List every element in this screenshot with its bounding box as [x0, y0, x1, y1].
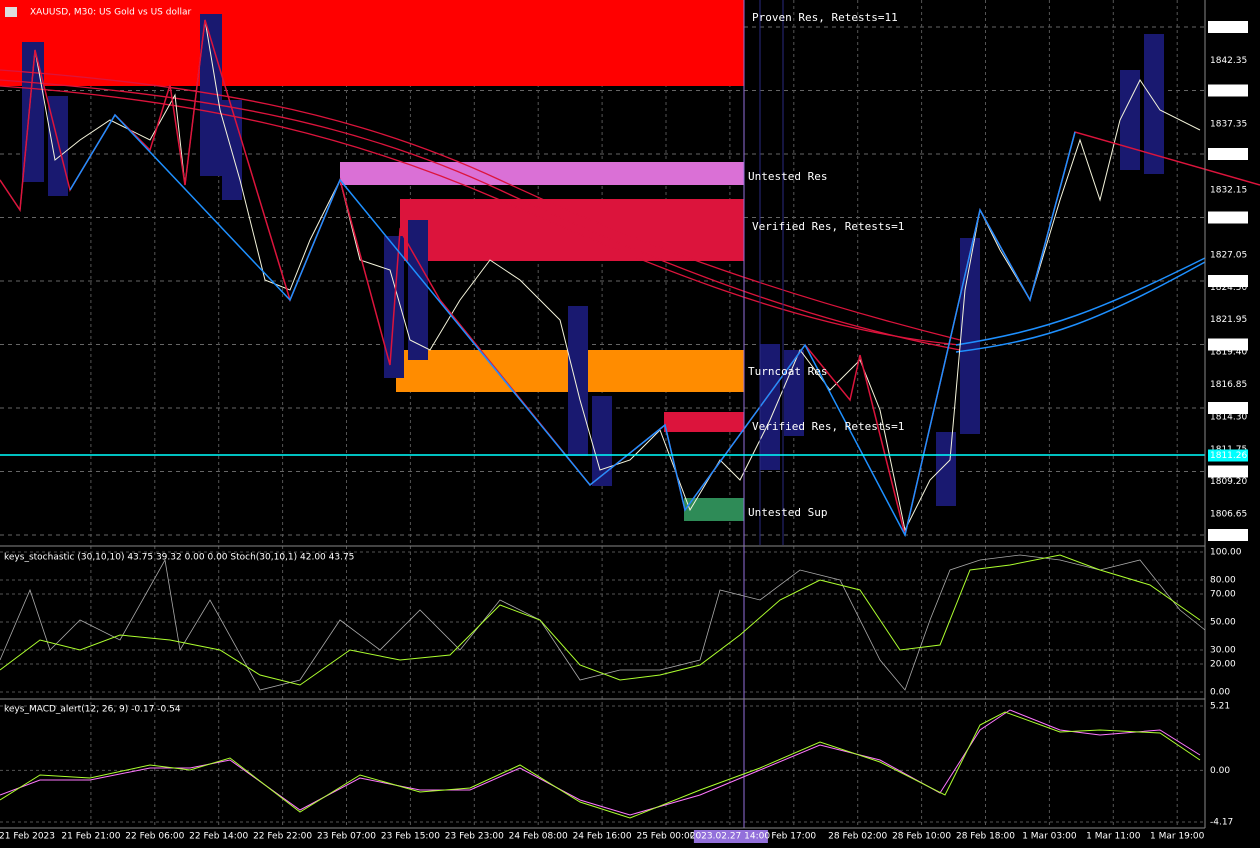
time-label: 28 Feb 10:00	[892, 832, 951, 842]
zone-verified-res	[400, 199, 744, 261]
time-label: 22 Feb 06:00	[125, 832, 184, 842]
zone-verified-res-2	[664, 412, 744, 432]
macd-main	[0, 711, 1201, 819]
zone-label: Untested Sup	[748, 506, 827, 519]
time-label: 25 Feb 00:00	[636, 832, 695, 842]
moving-averages	[0, 69, 961, 351]
time-label: 28 Feb 02:00	[828, 832, 887, 842]
price-label: 1806.65	[1210, 510, 1247, 520]
time-label: 23 Feb 15:00	[381, 832, 440, 842]
time-label: 2023.02.27 14:00	[690, 832, 771, 842]
time-label: 1 Mar 03:00	[1022, 832, 1077, 842]
price-label: 1835.00	[1210, 150, 1247, 160]
stoch-axis-label: 0.00	[1210, 688, 1230, 698]
price-label: 1832.15	[1210, 186, 1247, 196]
price-label: 1809.20	[1210, 477, 1247, 487]
stoch-signal	[0, 554, 1201, 686]
stoch-axis-label: 100.00	[1210, 548, 1242, 558]
zone-label: Verified Res, Retests=1	[752, 220, 904, 233]
time-label: Feb 17:00	[771, 832, 816, 842]
zone-label: Proven Res, Retests=11	[752, 11, 898, 24]
stoch-axis-label: 80.00	[1210, 576, 1236, 586]
macd-axis-label: 5.21	[1210, 702, 1230, 712]
macd-axis-label: 0.00	[1210, 766, 1230, 776]
stoch-axis-label: 20.00	[1210, 660, 1236, 670]
zone-untested-res	[340, 162, 744, 185]
zone-proven-res	[0, 0, 744, 86]
price-label: 1830.00	[1210, 213, 1247, 223]
price-label: 1816.85	[1210, 380, 1247, 390]
price-label-box	[1208, 402, 1248, 414]
price-label: 1819.40	[1210, 348, 1247, 358]
time-label: 21 Feb 2023	[0, 832, 55, 842]
moving-averages-up	[955, 257, 1206, 353]
window-title: XAUUSD, M30: US Gold vs US dollar	[30, 8, 191, 18]
price-label: 1815.00	[1210, 404, 1247, 414]
price-label: 1811.26	[1210, 451, 1247, 461]
stoch-axis-label: 30.00	[1210, 646, 1236, 656]
price-label: 1820.00	[1210, 340, 1247, 350]
zone-label: Untested Res	[748, 170, 827, 183]
price-label: 1814.30	[1210, 412, 1247, 422]
stoch-main	[0, 554, 1206, 691]
price-label: 1825.00	[1210, 277, 1247, 287]
price-label: 1827.05	[1210, 250, 1247, 260]
price-label-box	[1208, 465, 1248, 478]
price-label-box	[1208, 529, 1248, 541]
time-label: 21 Feb 21:00	[61, 832, 120, 842]
time-label: 24 Feb 08:00	[509, 832, 568, 842]
time-cursor-box	[693, 830, 768, 843]
price-label-box	[1208, 449, 1248, 462]
price-label: 1805.00	[1210, 531, 1247, 541]
price-label: 1821.95	[1210, 315, 1247, 325]
stoch-axis-label: 70.00	[1210, 590, 1236, 600]
indicator-label: keys_stochastic (30,10,10) 43.75 39.32 0…	[4, 553, 354, 563]
price-label-box	[1208, 211, 1248, 224]
price-label: 1837.35	[1210, 120, 1247, 130]
zone-untested-sup	[684, 498, 744, 521]
price-label-box	[1208, 21, 1248, 33]
zone-label: Verified Res, Retests=1	[752, 420, 904, 433]
zigzag-up	[69, 113, 1076, 538]
macd-signal	[0, 709, 1201, 816]
price-label: 1840.00	[1210, 86, 1247, 96]
time-label: 1 Mar 19:00	[1150, 832, 1205, 842]
price-label: 1842.35	[1210, 56, 1247, 66]
price-label-box	[1208, 84, 1248, 97]
indicator-label: keys_MACD_alert(12, 26, 9) -0.17 -0.54	[4, 705, 181, 715]
window-icon	[5, 7, 17, 17]
price-label: 1810.00	[1210, 467, 1247, 477]
time-label: 22 Feb 22:00	[253, 832, 312, 842]
time-label: 1 Mar 11:00	[1086, 832, 1141, 842]
time-label: 23 Feb 23:00	[445, 832, 504, 842]
time-label: 24 Feb 16:00	[573, 832, 632, 842]
time-label: 23 Feb 07:00	[317, 832, 376, 842]
price-label: 1845.00	[1210, 23, 1247, 33]
macd-axis-label: -4.17	[1210, 818, 1233, 828]
price-label: 1824.50	[1210, 283, 1247, 293]
price-label-box	[1208, 338, 1248, 351]
time-label: 28 Feb 18:00	[956, 832, 1015, 842]
stoch-axis-label: 50.00	[1210, 618, 1236, 628]
zone-label: Turncoat Res	[748, 365, 827, 378]
price-label-box	[1208, 275, 1248, 287]
price-label-box	[1208, 148, 1248, 160]
time-label: 22 Feb 14:00	[189, 832, 248, 842]
